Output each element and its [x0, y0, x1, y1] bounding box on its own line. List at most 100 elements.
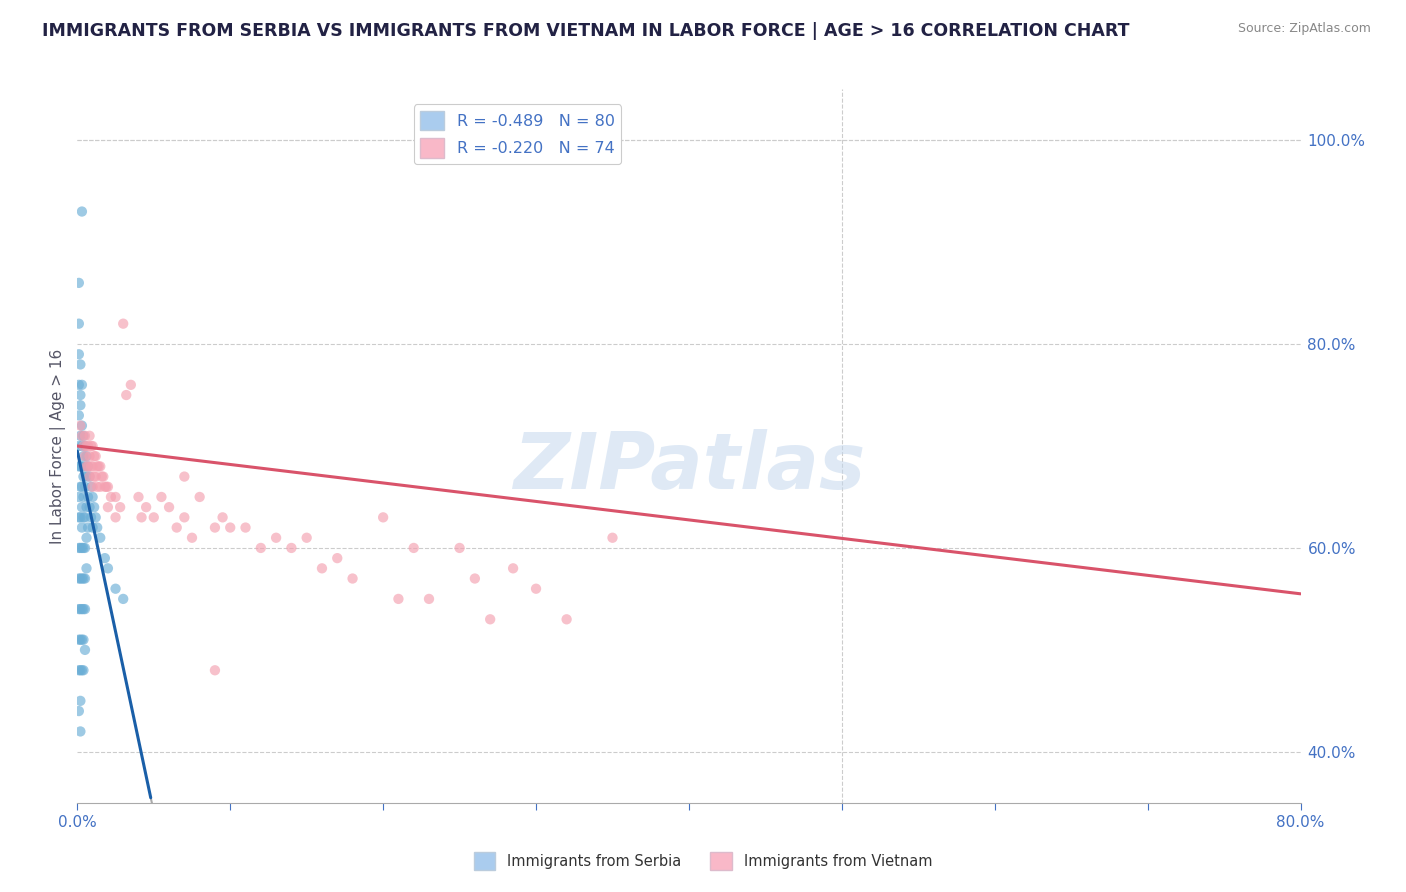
Text: IMMIGRANTS FROM SERBIA VS IMMIGRANTS FROM VIETNAM IN LABOR FORCE | AGE > 16 CORR: IMMIGRANTS FROM SERBIA VS IMMIGRANTS FRO… — [42, 22, 1129, 40]
Point — [67, 572, 90, 586]
Point — [115, 388, 138, 402]
Point — [131, 510, 153, 524]
Point — [449, 541, 471, 555]
Point — [70, 439, 93, 453]
Point — [69, 541, 91, 555]
Point — [69, 572, 91, 586]
Point — [73, 449, 96, 463]
Point — [76, 531, 98, 545]
Point — [67, 602, 90, 616]
Point — [166, 520, 188, 534]
Point — [70, 500, 93, 515]
Point — [326, 551, 349, 566]
Point — [70, 429, 93, 443]
Point — [67, 439, 90, 453]
Text: ZIPatlas: ZIPatlas — [513, 429, 865, 506]
Point — [157, 500, 180, 515]
Legend: R = -0.489   N = 80, R = -0.220   N = 74: R = -0.489 N = 80, R = -0.220 N = 74 — [413, 104, 621, 164]
Point — [96, 480, 118, 494]
Point — [219, 520, 242, 534]
Point — [97, 500, 120, 515]
Point — [104, 490, 127, 504]
Point — [67, 663, 90, 677]
Point — [73, 602, 96, 616]
Point — [69, 694, 91, 708]
Point — [79, 469, 101, 483]
Point — [72, 602, 94, 616]
Point — [82, 490, 104, 504]
Point — [211, 510, 233, 524]
Point — [69, 480, 91, 494]
Point — [70, 459, 93, 474]
Point — [67, 276, 90, 290]
Point — [67, 459, 90, 474]
Point — [72, 449, 94, 463]
Point — [479, 612, 502, 626]
Point — [104, 510, 127, 524]
Point — [120, 377, 142, 392]
Point — [70, 572, 93, 586]
Point — [69, 429, 91, 443]
Point — [204, 663, 226, 677]
Point — [82, 439, 104, 453]
Point — [79, 469, 101, 483]
Point — [602, 531, 624, 545]
Point — [84, 510, 107, 524]
Point — [80, 510, 103, 524]
Point — [69, 663, 91, 677]
Point — [89, 480, 111, 494]
Point — [80, 439, 103, 453]
Point — [108, 500, 131, 515]
Point — [70, 632, 93, 647]
Point — [70, 418, 93, 433]
Point — [371, 510, 394, 524]
Point — [97, 480, 120, 494]
Point — [112, 317, 135, 331]
Point — [69, 358, 91, 372]
Point — [91, 469, 114, 483]
Point — [402, 541, 425, 555]
Point — [67, 347, 90, 361]
Point — [69, 459, 91, 474]
Point — [70, 480, 93, 494]
Point — [86, 480, 108, 494]
Point — [73, 572, 96, 586]
Point — [250, 541, 273, 555]
Point — [204, 520, 226, 534]
Point — [72, 510, 94, 524]
Point — [70, 204, 93, 219]
Point — [72, 439, 94, 453]
Point — [83, 469, 105, 483]
Point — [464, 572, 486, 586]
Point — [67, 510, 90, 524]
Point — [69, 510, 91, 524]
Point — [264, 531, 287, 545]
Point — [76, 449, 98, 463]
Point — [311, 561, 333, 575]
Point — [77, 520, 100, 534]
Point — [83, 449, 105, 463]
Point — [70, 541, 93, 555]
Point — [387, 591, 409, 606]
Point — [70, 377, 93, 392]
Point — [80, 459, 103, 474]
Point — [84, 469, 107, 483]
Point — [77, 490, 100, 504]
Point — [77, 439, 100, 453]
Point — [128, 490, 150, 504]
Point — [280, 541, 302, 555]
Point — [79, 500, 101, 515]
Point — [235, 520, 257, 534]
Point — [70, 663, 93, 677]
Point — [94, 551, 117, 566]
Point — [84, 449, 107, 463]
Point — [79, 429, 101, 443]
Point — [82, 480, 104, 494]
Point — [142, 510, 165, 524]
Point — [173, 510, 195, 524]
Point — [87, 459, 110, 474]
Point — [67, 632, 90, 647]
Point — [76, 469, 98, 483]
Point — [97, 561, 120, 575]
Point — [418, 591, 440, 606]
